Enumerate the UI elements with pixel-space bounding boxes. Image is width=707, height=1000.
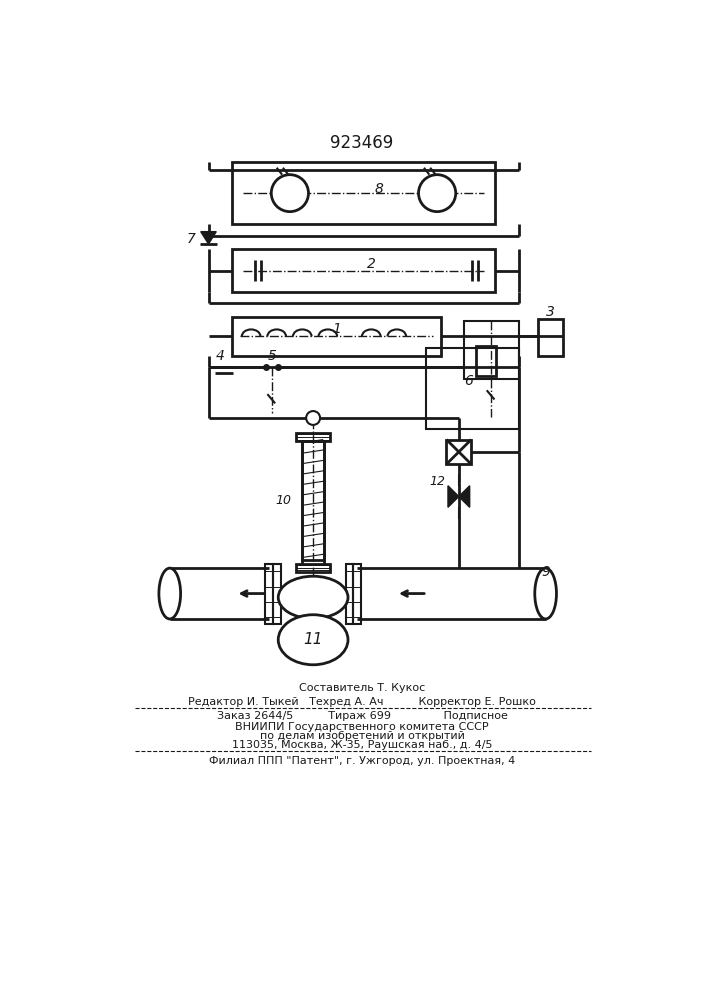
Polygon shape [448, 486, 459, 507]
Bar [446, 440, 472, 464]
Text: 9: 9 [542, 565, 551, 579]
Text: 11: 11 [303, 632, 323, 647]
Text: ВНИИПИ Государственного комитета СССР: ВНИИПИ Государственного комитета СССР [235, 722, 489, 732]
Text: 3: 3 [546, 306, 555, 320]
Bar [232, 317, 441, 356]
Bar [232, 249, 495, 292]
Bar [303, 441, 324, 560]
Text: по делам изобретений и открытий: по делам изобретений и открытий [259, 731, 464, 741]
Circle shape [271, 175, 308, 212]
Circle shape [419, 175, 456, 212]
Text: 2: 2 [367, 257, 375, 271]
Text: 4: 4 [216, 349, 225, 363]
Bar [354, 564, 361, 624]
Text: Составитель Т. Кукос: Составитель Т. Кукос [299, 683, 425, 693]
Text: 113035, Москва, Ж-35, Раушская наб., д. 4/5: 113035, Москва, Ж-35, Раушская наб., д. … [232, 740, 492, 750]
Text: 10: 10 [276, 494, 292, 507]
Ellipse shape [159, 568, 180, 619]
Polygon shape [201, 232, 216, 244]
Text: Редактор И. Тыкей   Техред А. Ач          Корректор Е. Рошко: Редактор И. Тыкей Техред А. Ач Корректор… [188, 697, 536, 707]
Bar [296, 433, 330, 441]
Ellipse shape [279, 576, 348, 619]
Bar [346, 564, 354, 624]
Ellipse shape [534, 568, 556, 619]
Text: 7: 7 [187, 232, 196, 246]
Polygon shape [459, 486, 469, 507]
Bar [538, 319, 563, 356]
Text: Филиал ППП "Патент", г. Ужгород, ул. Проектная, 4: Филиал ППП "Патент", г. Ужгород, ул. Про… [209, 756, 515, 766]
Text: 6: 6 [464, 374, 472, 388]
Bar [464, 321, 518, 379]
Text: Заказ 2644/5          Тираж 699               Подписное: Заказ 2644/5 Тираж 699 Подписное [216, 711, 508, 721]
Bar [476, 346, 496, 376]
Bar [265, 564, 273, 624]
Text: 5: 5 [268, 349, 276, 363]
Bar [426, 348, 518, 429]
Text: 1: 1 [332, 322, 341, 336]
Text: 12: 12 [429, 475, 445, 488]
Bar [273, 564, 281, 624]
Text: 923469: 923469 [330, 134, 394, 152]
Bar [296, 564, 330, 572]
Circle shape [306, 411, 320, 425]
Text: 8: 8 [375, 182, 383, 196]
Ellipse shape [279, 615, 348, 665]
Bar [232, 162, 495, 224]
